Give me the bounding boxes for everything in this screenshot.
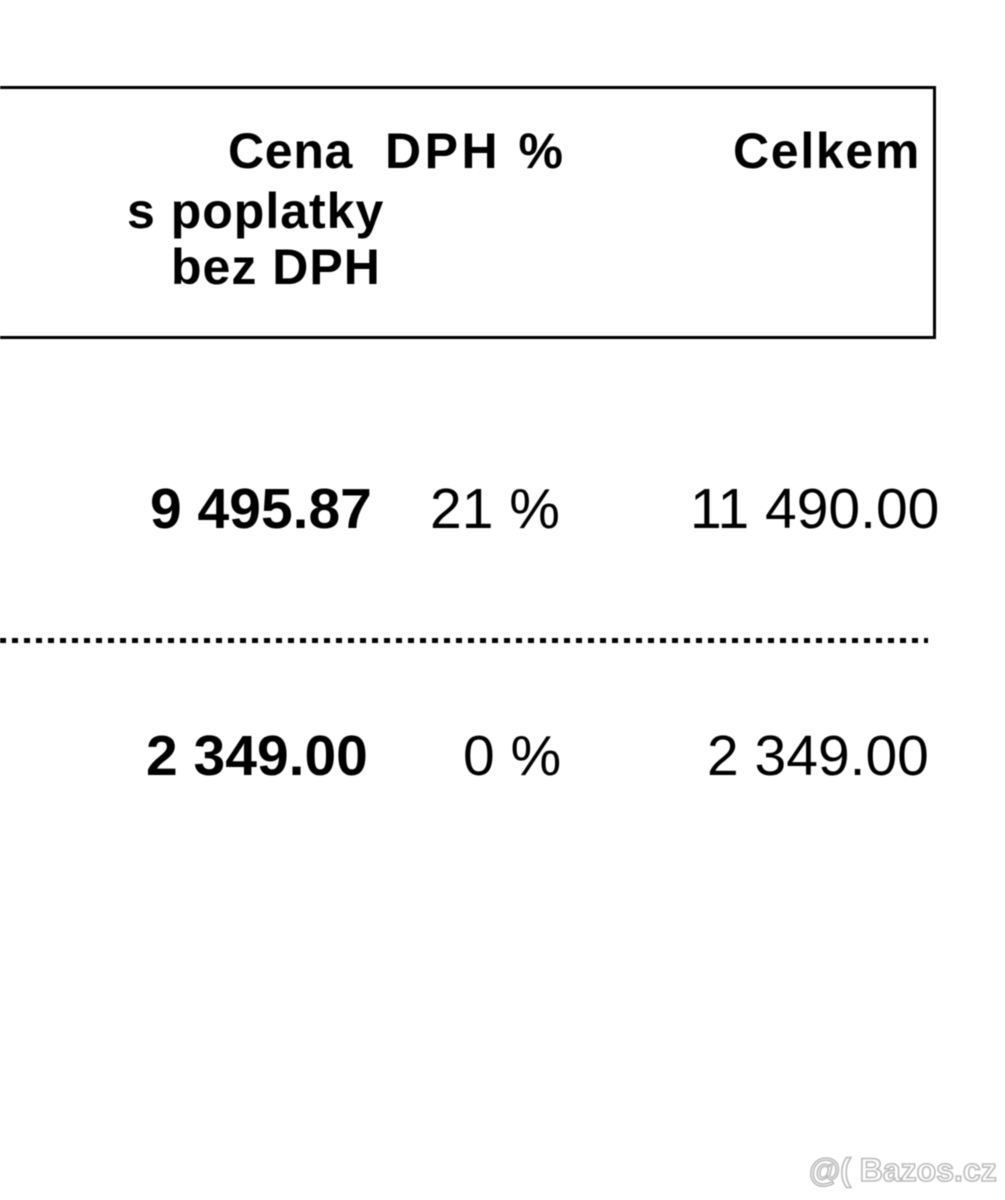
- svg-text:@( Bazos.cz: @( Bazos.cz: [809, 1152, 997, 1188]
